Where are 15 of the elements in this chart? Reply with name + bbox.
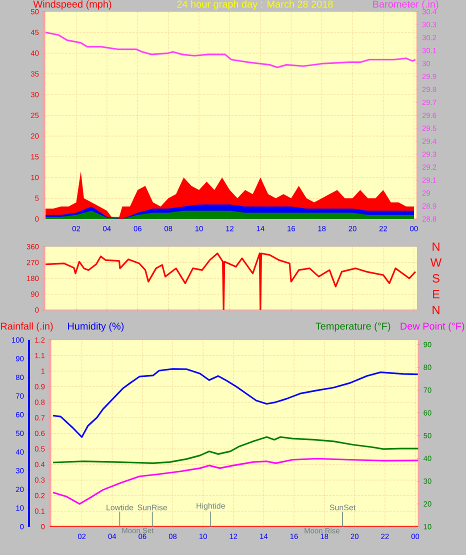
y2-axis-title: Temperature (°F) bbox=[316, 322, 390, 332]
line-series bbox=[52, 436, 418, 464]
text: N bbox=[432, 306, 440, 314]
text: E bbox=[433, 290, 440, 298]
line-series bbox=[44, 32, 416, 68]
y2-axis-title: Barometer (.in) bbox=[373, 0, 438, 10]
y3-axis-title: Rainfall (.in) bbox=[1, 322, 53, 332]
y-axis-title: Windspeed (mph) bbox=[33, 0, 112, 10]
y-axis-title: Humidity (%) bbox=[68, 322, 124, 332]
text: S bbox=[432, 274, 440, 283]
line-series bbox=[44, 252, 416, 310]
chart-title: 24 hour graph day : March 28 2018 bbox=[177, 0, 333, 10]
text: N bbox=[432, 242, 440, 251]
text: Dew Point (°F) bbox=[400, 322, 464, 332]
text: W bbox=[430, 258, 442, 267]
